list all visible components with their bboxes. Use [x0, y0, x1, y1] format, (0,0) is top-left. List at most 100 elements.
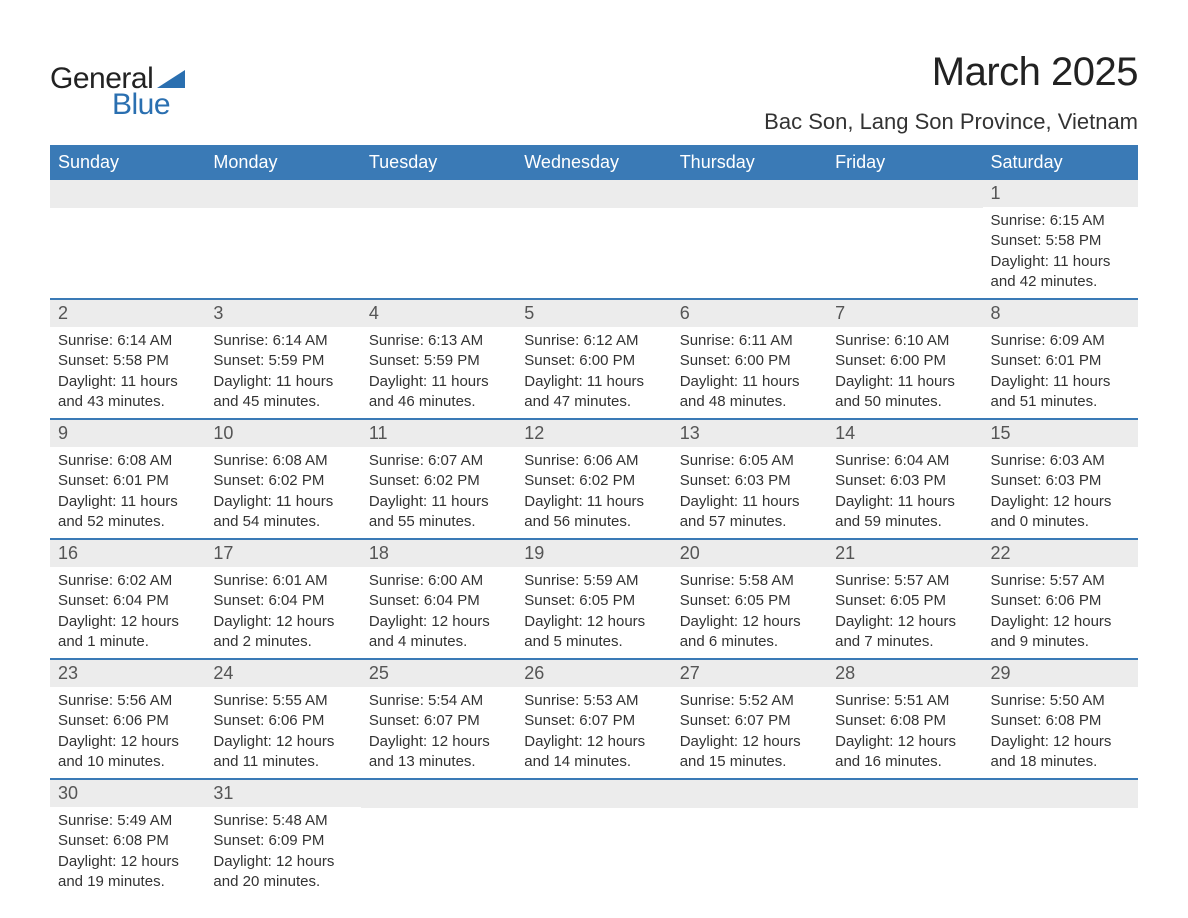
day-number: 7: [827, 300, 982, 327]
day-details: Sunrise: 6:14 AMSunset: 5:59 PMDaylight:…: [205, 327, 360, 418]
day-detail-line: Daylight: 12 hours: [213, 612, 352, 632]
day-detail-line: and 43 minutes.: [58, 392, 197, 412]
day-cell: 29Sunrise: 5:50 AMSunset: 6:08 PMDayligh…: [983, 660, 1138, 778]
day-detail-line: Daylight: 11 hours: [991, 252, 1130, 272]
day-detail-line: Sunrise: 6:08 AM: [58, 451, 197, 471]
day-detail-line: Sunset: 6:05 PM: [835, 591, 974, 611]
day-detail-line: Sunrise: 5:52 AM: [680, 691, 819, 711]
day-detail-line: Daylight: 12 hours: [835, 732, 974, 752]
day-cell: [672, 780, 827, 898]
day-detail-line: and 57 minutes.: [680, 512, 819, 532]
empty-day-body: [361, 808, 516, 894]
day-number: 2: [50, 300, 205, 327]
empty-day-body: [983, 808, 1138, 894]
weekday-header: Saturday: [983, 145, 1138, 180]
day-details: Sunrise: 6:01 AMSunset: 6:04 PMDaylight:…: [205, 567, 360, 658]
day-detail-line: and 45 minutes.: [213, 392, 352, 412]
day-details: Sunrise: 5:57 AMSunset: 6:06 PMDaylight:…: [983, 567, 1138, 658]
day-cell: 14Sunrise: 6:04 AMSunset: 6:03 PMDayligh…: [827, 420, 982, 538]
day-detail-line: Sunrise: 6:12 AM: [524, 331, 663, 351]
day-cell: 4Sunrise: 6:13 AMSunset: 5:59 PMDaylight…: [361, 300, 516, 418]
week-row: 2Sunrise: 6:14 AMSunset: 5:58 PMDaylight…: [50, 300, 1138, 420]
day-number: 13: [672, 420, 827, 447]
day-detail-line: and 0 minutes.: [991, 512, 1130, 532]
day-detail-line: Sunset: 5:59 PM: [369, 351, 508, 371]
day-cell: 25Sunrise: 5:54 AMSunset: 6:07 PMDayligh…: [361, 660, 516, 778]
day-cell: 11Sunrise: 6:07 AMSunset: 6:02 PMDayligh…: [361, 420, 516, 538]
day-detail-line: Sunset: 6:07 PM: [680, 711, 819, 731]
day-details: Sunrise: 6:09 AMSunset: 6:01 PMDaylight:…: [983, 327, 1138, 418]
day-cell: 31Sunrise: 5:48 AMSunset: 6:09 PMDayligh…: [205, 780, 360, 898]
day-detail-line: Daylight: 11 hours: [369, 372, 508, 392]
day-details: Sunrise: 6:08 AMSunset: 6:01 PMDaylight:…: [50, 447, 205, 538]
weekday-header-row: SundayMondayTuesdayWednesdayThursdayFrid…: [50, 145, 1138, 180]
day-detail-line: Daylight: 12 hours: [369, 612, 508, 632]
day-cell: [672, 180, 827, 298]
day-cell: [50, 180, 205, 298]
empty-day-body: [672, 808, 827, 894]
week-row: 16Sunrise: 6:02 AMSunset: 6:04 PMDayligh…: [50, 540, 1138, 660]
day-detail-line: Sunset: 6:03 PM: [680, 471, 819, 491]
day-detail-line: Sunset: 6:08 PM: [58, 831, 197, 851]
day-detail-line: Daylight: 12 hours: [991, 732, 1130, 752]
day-detail-line: Sunset: 6:03 PM: [835, 471, 974, 491]
day-number: 25: [361, 660, 516, 687]
day-number: 23: [50, 660, 205, 687]
title-block: March 2025 Bac Son, Lang Son Province, V…: [764, 50, 1138, 135]
empty-day-body: [50, 208, 205, 294]
day-cell: 2Sunrise: 6:14 AMSunset: 5:58 PMDaylight…: [50, 300, 205, 418]
day-detail-line: and 6 minutes.: [680, 632, 819, 652]
day-detail-line: Daylight: 11 hours: [213, 372, 352, 392]
day-detail-line: and 18 minutes.: [991, 752, 1130, 772]
empty-day-body: [205, 208, 360, 294]
empty-day-header: [50, 180, 205, 208]
location-subtitle: Bac Son, Lang Son Province, Vietnam: [764, 109, 1138, 135]
day-cell: [205, 180, 360, 298]
day-detail-line: Sunrise: 6:15 AM: [991, 211, 1130, 231]
day-detail-line: and 15 minutes.: [680, 752, 819, 772]
day-detail-line: Sunset: 6:05 PM: [680, 591, 819, 611]
day-detail-line: Daylight: 11 hours: [58, 372, 197, 392]
day-number: 27: [672, 660, 827, 687]
week-row: 1Sunrise: 6:15 AMSunset: 5:58 PMDaylight…: [50, 180, 1138, 300]
day-cell: 6Sunrise: 6:11 AMSunset: 6:00 PMDaylight…: [672, 300, 827, 418]
day-details: Sunrise: 6:13 AMSunset: 5:59 PMDaylight:…: [361, 327, 516, 418]
day-detail-line: Sunrise: 6:11 AM: [680, 331, 819, 351]
day-detail-line: Daylight: 12 hours: [991, 612, 1130, 632]
day-detail-line: Sunrise: 5:51 AM: [835, 691, 974, 711]
day-cell: 1Sunrise: 6:15 AMSunset: 5:58 PMDaylight…: [983, 180, 1138, 298]
day-cell: 15Sunrise: 6:03 AMSunset: 6:03 PMDayligh…: [983, 420, 1138, 538]
day-detail-line: Daylight: 11 hours: [991, 372, 1130, 392]
day-cell: 13Sunrise: 6:05 AMSunset: 6:03 PMDayligh…: [672, 420, 827, 538]
day-detail-line: and 2 minutes.: [213, 632, 352, 652]
day-detail-line: Sunset: 6:02 PM: [369, 471, 508, 491]
day-details: Sunrise: 6:05 AMSunset: 6:03 PMDaylight:…: [672, 447, 827, 538]
day-details: Sunrise: 6:04 AMSunset: 6:03 PMDaylight:…: [827, 447, 982, 538]
empty-day-header: [672, 180, 827, 208]
day-number: 31: [205, 780, 360, 807]
day-detail-line: and 11 minutes.: [213, 752, 352, 772]
day-details: Sunrise: 5:56 AMSunset: 6:06 PMDaylight:…: [50, 687, 205, 778]
day-cell: [827, 180, 982, 298]
day-detail-line: Sunset: 6:03 PM: [991, 471, 1130, 491]
day-detail-line: and 54 minutes.: [213, 512, 352, 532]
day-details: Sunrise: 5:59 AMSunset: 6:05 PMDaylight:…: [516, 567, 671, 658]
day-detail-line: Sunrise: 5:53 AM: [524, 691, 663, 711]
day-number: 4: [361, 300, 516, 327]
day-cell: 5Sunrise: 6:12 AMSunset: 6:00 PMDaylight…: [516, 300, 671, 418]
day-number: 8: [983, 300, 1138, 327]
day-number: 17: [205, 540, 360, 567]
day-cell: [983, 780, 1138, 898]
day-number: 30: [50, 780, 205, 807]
day-detail-line: Sunrise: 6:01 AM: [213, 571, 352, 591]
day-details: Sunrise: 6:00 AMSunset: 6:04 PMDaylight:…: [361, 567, 516, 658]
day-detail-line: Daylight: 12 hours: [835, 612, 974, 632]
day-detail-line: Daylight: 11 hours: [680, 372, 819, 392]
day-cell: 12Sunrise: 6:06 AMSunset: 6:02 PMDayligh…: [516, 420, 671, 538]
logo-word-2: Blue: [112, 88, 185, 122]
empty-day-header: [516, 780, 671, 808]
day-detail-line: Sunrise: 6:08 AM: [213, 451, 352, 471]
day-detail-line: and 51 minutes.: [991, 392, 1130, 412]
day-detail-line: Sunset: 6:04 PM: [369, 591, 508, 611]
day-detail-line: Daylight: 12 hours: [680, 612, 819, 632]
